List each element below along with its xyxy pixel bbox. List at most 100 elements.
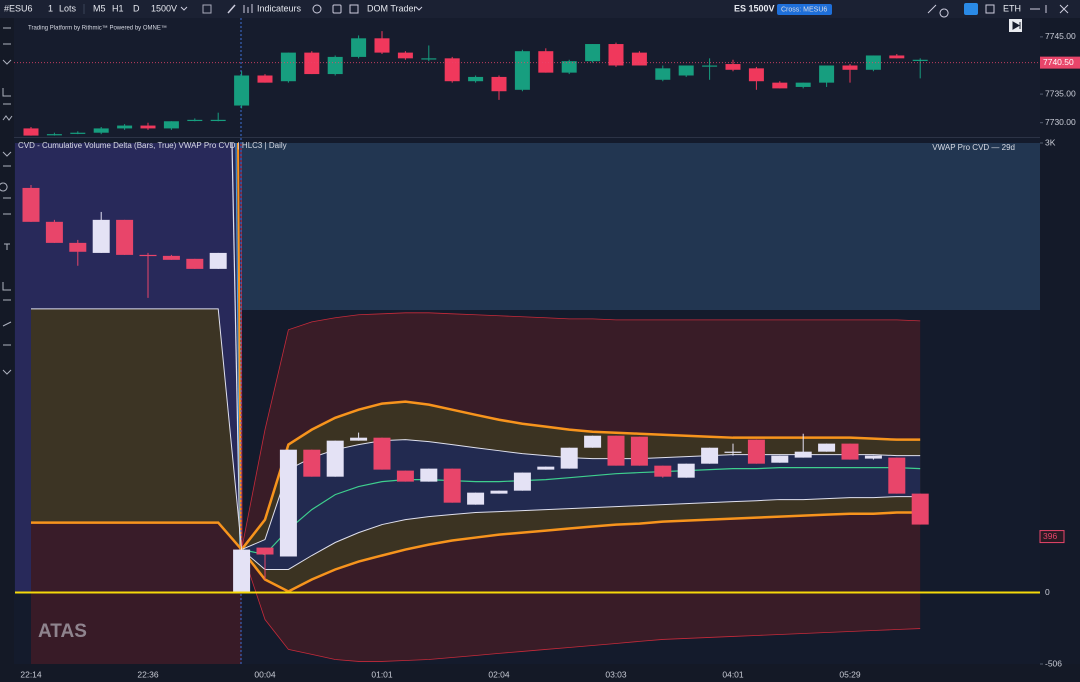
candle-body (187, 119, 203, 122)
x-tick-label: 22:14 (20, 669, 42, 679)
watermark: ATAS (38, 621, 87, 642)
dropdown-arrow (415, 6, 423, 11)
candle-body (303, 449, 321, 477)
candle-body (655, 68, 671, 80)
x-tick-label: 00:04 (254, 669, 276, 679)
x-tick-label: 05:29 (839, 669, 861, 679)
band-line (241, 467, 921, 556)
band-line (31, 308, 921, 551)
indicator-annotation: VWAP Pro CVD — 29d (932, 143, 1015, 152)
y-tick-label: 7730.00 (1045, 117, 1076, 127)
candle-body (256, 547, 274, 555)
icon[interactable] (243, 4, 253, 13)
candle-body (748, 68, 764, 82)
candle-body (561, 61, 577, 73)
icon[interactable] (349, 4, 359, 14)
x-tick-label: 04:01 (722, 669, 744, 679)
candle-body (490, 490, 508, 494)
candle-body (864, 455, 882, 459)
y-tick-label: 3K (1045, 137, 1056, 147)
chart-type[interactable]: 1500V (151, 3, 177, 13)
candle-body (397, 52, 413, 59)
icon[interactable] (227, 4, 236, 14)
cross[interactable]: Cross: MESU6 (781, 6, 827, 13)
candle-body (537, 466, 555, 470)
candle-body (701, 447, 719, 464)
timeframe[interactable]: H1 (112, 3, 124, 13)
candle-body (538, 51, 554, 73)
icon[interactable] (985, 4, 995, 14)
price-axis (1040, 18, 1080, 664)
candle-body (140, 125, 156, 129)
x-tick-label: 02:04 (488, 669, 510, 679)
candle-body (116, 219, 134, 255)
time-axis (0, 664, 1080, 682)
candle-body (280, 52, 296, 82)
candle-body (45, 221, 63, 243)
candle-body (912, 59, 928, 61)
band-fill (241, 312, 921, 550)
candle-body (234, 75, 250, 106)
candle-body (514, 51, 530, 90)
indicators[interactable]: Indicateurs (257, 3, 302, 13)
candle-body (911, 493, 929, 525)
symbol[interactable]: #ESU6 (4, 3, 33, 13)
candle-body (654, 465, 672, 477)
candle-body (257, 75, 273, 83)
last-value-label: 396 (1043, 531, 1057, 541)
cross-badge[interactable] (777, 4, 832, 15)
timeframe[interactable]: M5 (93, 3, 106, 13)
candle-body (819, 65, 835, 83)
candle-body (139, 254, 157, 257)
timeframe[interactable]: D (133, 3, 140, 13)
candle-body (327, 56, 343, 75)
band-line (241, 312, 921, 550)
candle-body (468, 76, 484, 82)
play-icon (1012, 21, 1021, 30)
candle-body (163, 121, 179, 129)
band-fill (241, 512, 921, 662)
candle-body (351, 38, 367, 57)
candle-body (373, 437, 391, 470)
candle-body (326, 440, 344, 477)
candle-body (842, 65, 858, 70)
reset-line (235, 142, 241, 551)
candle-body (841, 443, 859, 460)
icon[interactable] (202, 4, 212, 14)
candle-body (818, 443, 836, 452)
dom-trader[interactable]: DOM Trader (367, 3, 417, 13)
candle-body (22, 187, 40, 222)
band-line (31, 511, 921, 593)
candle-body (724, 451, 742, 453)
candle-body (279, 449, 297, 557)
indicator-title: CVD - Cumulative Volume Delta (Bars, Tru… (18, 141, 287, 150)
y-tick-label: -506 (1045, 658, 1062, 668)
icon[interactable] (332, 4, 342, 14)
candle-body (421, 58, 437, 60)
lots-qty[interactable]: 1 (48, 3, 53, 13)
instrument: ES 1500V (734, 3, 775, 13)
session[interactable]: ETH (1003, 3, 1021, 13)
candle-body (491, 76, 507, 92)
last-price-label: 7740.50 (1043, 57, 1074, 67)
lots[interactable]: Lots (59, 3, 77, 13)
candle-body (23, 128, 39, 136)
range-background (241, 143, 1040, 310)
candle-body (350, 437, 368, 441)
icon[interactable] (927, 4, 949, 18)
icon[interactable] (1030, 4, 1069, 14)
icon[interactable] (312, 4, 322, 14)
candle-body (162, 255, 180, 260)
x-tick-label: 03:03 (605, 669, 627, 679)
candle-body (444, 58, 460, 82)
x-tick-label: 01:01 (371, 669, 393, 679)
candle-body (747, 439, 765, 464)
candle-body (889, 55, 905, 59)
band-line (241, 549, 921, 662)
candle-body (560, 447, 578, 469)
dropdown-arrow (180, 6, 188, 11)
candle-body (772, 82, 788, 89)
camera[interactable] (964, 3, 978, 15)
candle-body (117, 125, 133, 129)
candle-body (46, 134, 62, 136)
